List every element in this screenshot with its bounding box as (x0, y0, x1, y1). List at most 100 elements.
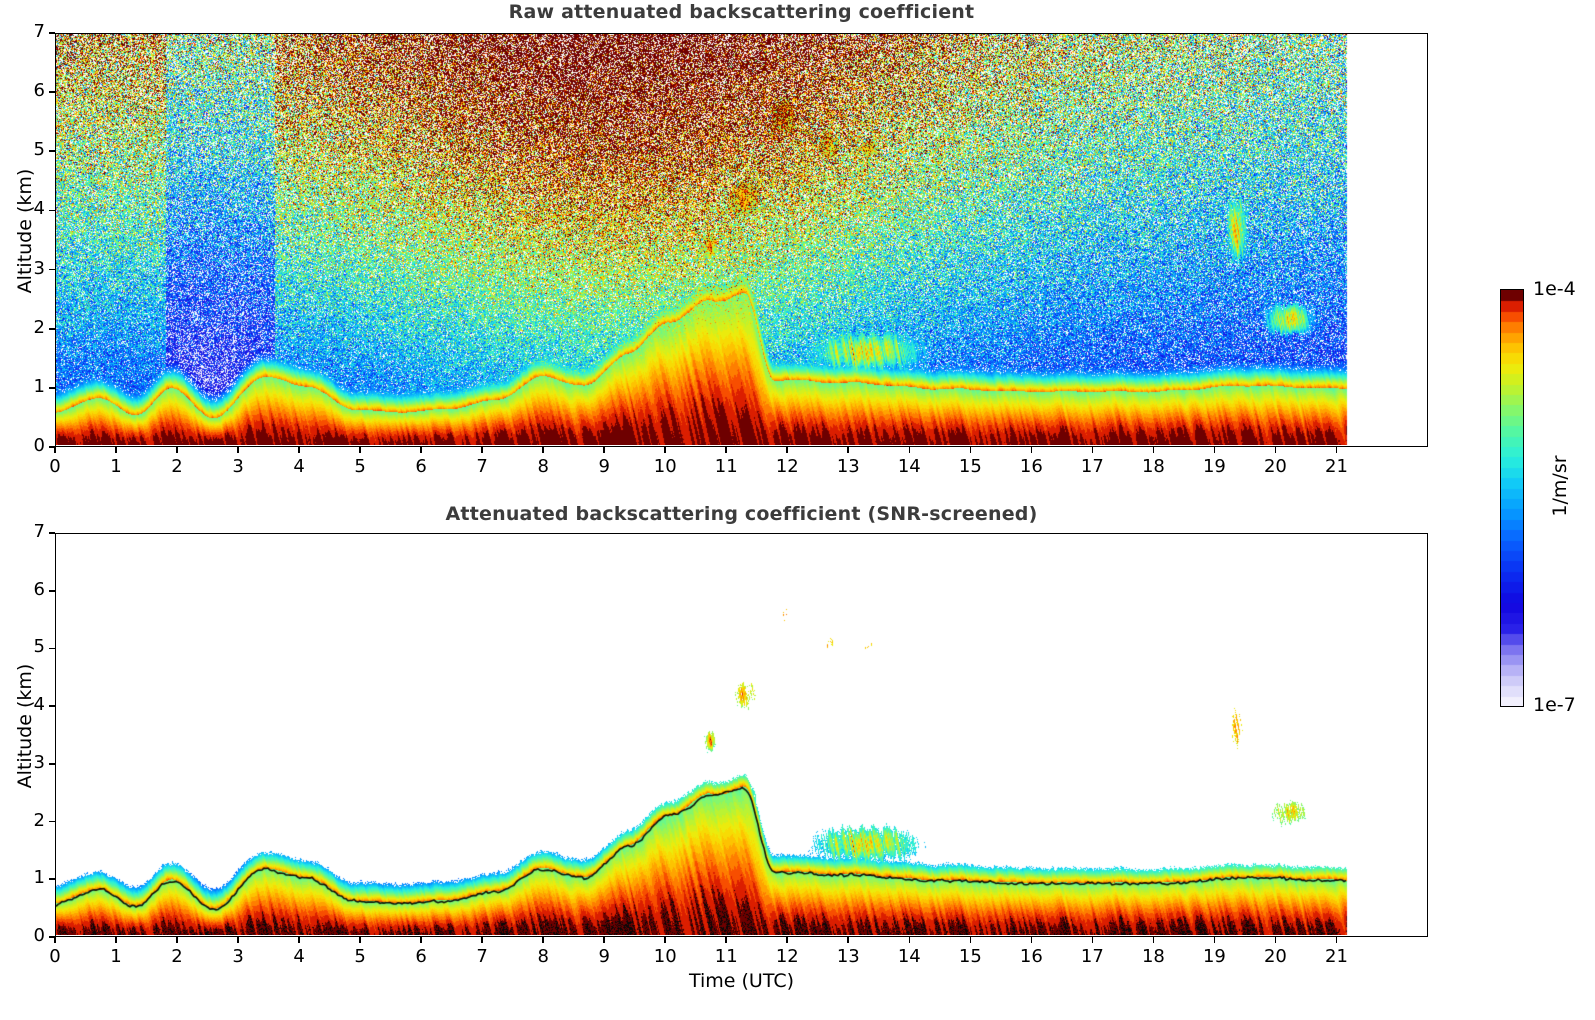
x-tick-label: 20 (1263, 456, 1287, 477)
x-tick-label: 21 (1325, 456, 1348, 477)
y-tick (49, 446, 55, 448)
y-tick (49, 763, 55, 765)
x-tick (908, 937, 911, 943)
x-tick (1335, 937, 1338, 943)
x-tick-label: 17 (1080, 456, 1104, 477)
panel-raw-axes[interactable] (55, 33, 1428, 447)
x-tick (908, 447, 911, 453)
x-tick (420, 937, 422, 943)
x-tick-label: 7 (476, 946, 488, 967)
x-tick (359, 937, 361, 943)
panel-screened-xlabel: Time (UTC) (688, 970, 795, 992)
x-tick (1274, 447, 1277, 453)
x-tick-label: 2 (171, 946, 183, 967)
x-tick (176, 447, 178, 453)
y-tick-label: 2 (33, 809, 45, 831)
y-tick-label: 6 (33, 80, 45, 102)
y-tick (49, 387, 55, 389)
colorbar-group: 1e-4 1e-7 1/m/sr (1440, 270, 1595, 730)
x-tick (725, 447, 728, 453)
x-tick-label: 17 (1080, 946, 1104, 967)
y-tick (49, 532, 55, 534)
x-tick-label: 0 (49, 946, 61, 967)
x-tick (420, 447, 422, 453)
y-tick (49, 936, 55, 938)
x-tick (237, 937, 239, 943)
x-tick-label: 5 (354, 946, 366, 967)
y-tick (49, 91, 55, 93)
y-tick (49, 878, 55, 881)
x-tick (542, 937, 544, 943)
panel-screened-heatmap (56, 534, 1426, 935)
x-tick (1152, 937, 1155, 943)
x-tick-label: 5 (354, 456, 366, 477)
x-tick (359, 447, 361, 453)
x-tick (1030, 937, 1033, 943)
x-tick-label: 18 (1141, 456, 1165, 477)
x-tick-label: 9 (598, 456, 610, 477)
y-tick-label: 0 (33, 925, 45, 946)
y-tick-label: 2 (33, 316, 45, 338)
x-tick (1091, 447, 1094, 453)
x-tick-label: 16 (1019, 456, 1043, 477)
x-tick-label: 2 (171, 456, 183, 477)
x-tick-label: 3 (232, 946, 244, 967)
x-tick-label: 12 (775, 456, 799, 477)
y-tick-label: 6 (33, 578, 45, 600)
panel-raw: Raw attenuated backscattering coefficien… (0, 0, 1595, 500)
y-tick-label: 7 (33, 21, 45, 42)
y-tick-label: 4 (33, 694, 45, 716)
x-tick (481, 937, 483, 943)
x-tick-label: 16 (1019, 946, 1043, 967)
y-tick-label: 1 (33, 375, 45, 397)
y-tick (49, 32, 55, 34)
x-tick-label: 8 (537, 456, 549, 477)
colorbar-max-label: 1e-4 (1533, 278, 1576, 300)
x-tick-label: 4 (293, 456, 305, 477)
x-tick-label: 21 (1325, 946, 1348, 967)
y-tick (49, 647, 55, 650)
x-tick (1274, 937, 1277, 943)
panel-screened-axes[interactable] (55, 533, 1428, 937)
x-tick-label: 13 (836, 456, 860, 477)
y-tick-label: 4 (33, 198, 45, 220)
x-tick (54, 937, 56, 943)
colorbar[interactable] (1500, 289, 1524, 707)
x-tick-label: 15 (958, 456, 982, 477)
panel-raw-title: Raw attenuated backscattering coefficien… (508, 1, 975, 23)
x-tick-label: 12 (775, 946, 799, 967)
x-tick-label: 1 (110, 946, 122, 967)
x-tick (115, 937, 117, 943)
x-tick (664, 937, 667, 943)
x-tick (786, 937, 789, 943)
x-tick (176, 937, 178, 943)
colorbar-axis-label: 1/m/sr (1549, 455, 1571, 517)
x-tick-label: 7 (476, 456, 488, 477)
y-tick (49, 589, 55, 592)
y-tick-label: 5 (33, 636, 45, 658)
y-tick-label: 3 (33, 751, 45, 773)
panel-screened-title: Attenuated backscattering coefficient (S… (445, 503, 1038, 525)
x-tick-label: 19 (1202, 946, 1226, 967)
x-tick (847, 937, 850, 943)
x-tick (1152, 447, 1155, 453)
x-tick-label: 6 (415, 946, 427, 967)
x-tick-label: 11 (714, 456, 738, 477)
x-tick (664, 447, 667, 453)
x-tick (603, 447, 605, 453)
y-tick-label: 3 (33, 257, 45, 279)
x-tick (786, 447, 789, 453)
x-tick (298, 447, 300, 453)
x-tick-label: 14 (897, 456, 921, 477)
x-tick-label: 1 (110, 456, 122, 477)
x-tick-label: 6 (415, 456, 427, 477)
x-tick (603, 937, 605, 943)
x-tick (1213, 937, 1216, 943)
x-tick-label: 4 (293, 946, 305, 967)
panel-raw-heatmap (56, 34, 1426, 445)
x-tick-label: 3 (232, 456, 244, 477)
y-tick (49, 268, 55, 271)
x-tick-label: 9 (598, 946, 610, 967)
x-tick (542, 447, 544, 453)
x-tick (1335, 447, 1338, 453)
